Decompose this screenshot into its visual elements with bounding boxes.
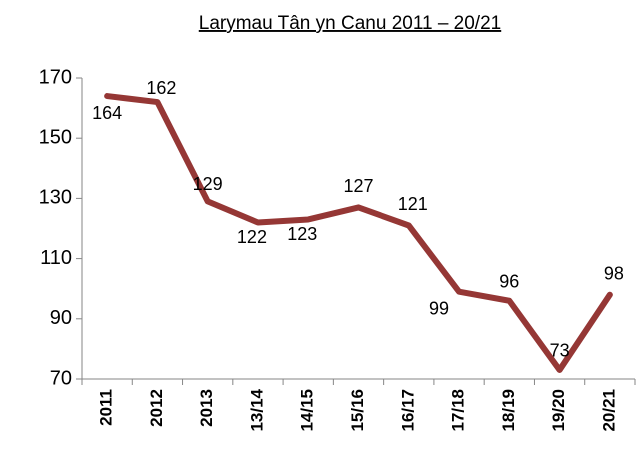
- x-tick-label: 2012: [147, 389, 166, 427]
- data-label: 121: [398, 194, 428, 214]
- data-label: 129: [193, 174, 223, 194]
- y-tick-label: 70: [50, 367, 72, 389]
- y-tick-label: 110: [40, 247, 72, 269]
- data-label: 122: [237, 227, 267, 247]
- x-tick-label: 2013: [197, 389, 216, 427]
- data-label: 164: [92, 103, 122, 123]
- x-tick-label: 19/20: [549, 389, 568, 432]
- x-tick-label: 14/15: [298, 389, 317, 432]
- data-label: 96: [499, 271, 519, 291]
- data-label: 99: [429, 298, 449, 318]
- y-tick-label: 150: [39, 126, 72, 148]
- x-tick-label: 17/18: [449, 389, 468, 432]
- x-tick-label: 2011: [97, 389, 116, 426]
- data-label: 98: [604, 263, 624, 283]
- y-tick-label: 170: [39, 66, 72, 88]
- data-label: 162: [146, 78, 176, 98]
- data-label: 123: [287, 224, 317, 244]
- line: [104, 93, 613, 373]
- x-tick-label: 15/16: [348, 389, 367, 432]
- y-tick-label: 90: [50, 307, 72, 329]
- data-label: 127: [343, 176, 373, 196]
- x-tick-label: 18/19: [499, 389, 518, 432]
- chart-title: Larymau Tân yn Canu 2011 – 20/21: [199, 13, 501, 34]
- x-tick-label: 16/17: [398, 389, 417, 432]
- data-label: 73: [550, 341, 570, 361]
- y-tick-label: 130: [39, 187, 72, 209]
- x-tick-label: 13/14: [247, 388, 266, 431]
- x-tick-label: 20/21: [599, 389, 618, 432]
